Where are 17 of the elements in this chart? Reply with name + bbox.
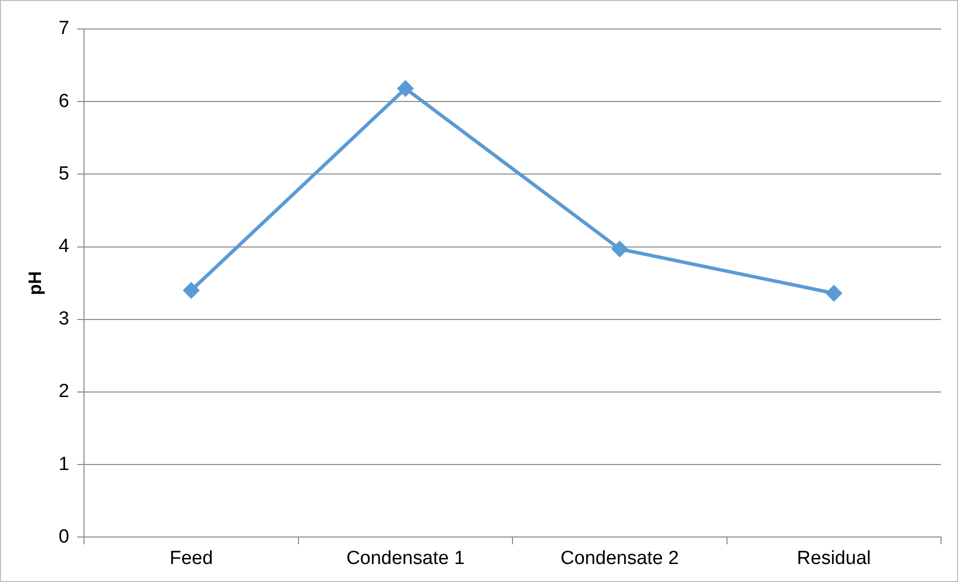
x-tick-label: Condensate 1 — [346, 548, 465, 569]
x-tick-label: Feed — [170, 548, 213, 569]
y-tick-label: 7 — [58, 18, 70, 40]
y-axis-title: pH — [24, 271, 45, 296]
point — [826, 286, 842, 302]
point — [184, 282, 200, 298]
y-tick-label: 0 — [58, 526, 70, 548]
y-tick-label: 6 — [58, 90, 70, 112]
point — [612, 241, 628, 257]
y-tick-label: 2 — [58, 381, 70, 402]
x-tick-label: Condensate 2 — [560, 548, 679, 569]
y-tick-label: 5 — [58, 163, 70, 184]
y-tick-label: 4 — [58, 236, 70, 258]
point — [398, 80, 414, 96]
x-tick-label: Residual — [796, 548, 871, 569]
y-tick-label: 3 — [58, 308, 70, 330]
y-tick-label: 1 — [58, 454, 70, 475]
